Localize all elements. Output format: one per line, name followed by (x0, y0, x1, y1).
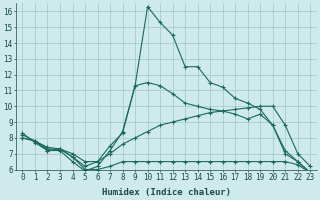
X-axis label: Humidex (Indice chaleur): Humidex (Indice chaleur) (102, 188, 231, 197)
